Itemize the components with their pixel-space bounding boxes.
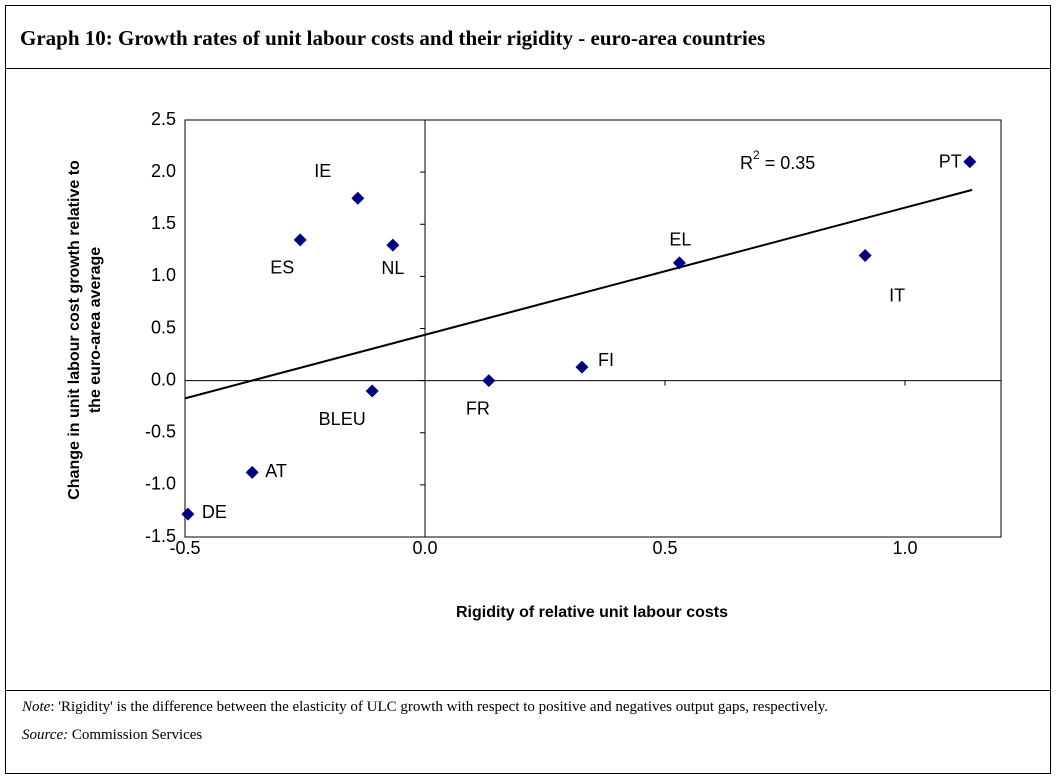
point-label: AT <box>265 461 287 481</box>
point <box>482 374 496 388</box>
point-label: BLEU <box>319 409 366 429</box>
point-label: FI <box>598 350 614 370</box>
point-label: NL <box>381 258 404 278</box>
point <box>963 155 977 169</box>
y-tick-label: 2.0 <box>151 161 176 181</box>
point-label: IT <box>889 285 905 305</box>
y-tick-label: 0.5 <box>151 317 176 337</box>
point <box>365 384 379 398</box>
source: Source: Commission Services <box>22 725 1038 745</box>
y-axis-title: the euro-area average <box>87 247 104 413</box>
source-label: Source: <box>22 727 69 743</box>
point-label: EL <box>669 230 691 250</box>
point <box>386 238 400 252</box>
y-tick-label: -0.5 <box>145 422 176 442</box>
r-squared: R2 = 0.35 <box>740 148 815 173</box>
point <box>293 233 307 247</box>
r-squared-base: R <box>740 153 753 173</box>
y-tick-label: -1.0 <box>145 474 176 494</box>
r-squared-sup: 2 <box>753 148 760 162</box>
source-text: Commission Services <box>68 727 203 743</box>
note-label: Note <box>22 699 51 715</box>
x-tick-label: 0.5 <box>652 538 677 558</box>
x-tick-label: 0.0 <box>412 538 437 558</box>
y-tick-label: -1.5 <box>145 526 176 546</box>
point-label: PT <box>939 151 962 171</box>
x-tick-label: -0.5 <box>169 538 200 558</box>
y-tick-label: 1.5 <box>151 213 176 233</box>
point-label: FR <box>466 398 490 418</box>
frame <box>5 5 1051 774</box>
point <box>181 507 195 521</box>
point <box>858 249 872 263</box>
note-block: Note: 'Rigidity' is the difference betwe… <box>22 697 1038 753</box>
point-label: ES <box>270 258 294 278</box>
point <box>575 360 589 374</box>
point-label: DE <box>202 502 227 522</box>
x-axis-title: Rigidity of relative unit labour costs <box>456 604 728 621</box>
chart-title: Graph 10: Growth rates of unit labour co… <box>20 26 765 50</box>
y-axis-title: Change in unit labour cost growth relati… <box>66 160 83 500</box>
point <box>245 465 259 479</box>
point <box>351 191 365 205</box>
y-tick-label: 1.0 <box>151 265 176 285</box>
note-text: : 'Rigidity' is the difference between t… <box>50 699 829 715</box>
plot-area <box>184 119 1002 538</box>
x-tick-label: 1.0 <box>892 538 917 558</box>
y-tick-label: 2.5 <box>151 109 176 129</box>
y-tick-label: 0.0 <box>151 369 176 389</box>
note: Note: 'Rigidity' is the difference betwe… <box>22 697 1038 717</box>
point-label: IE <box>314 161 331 181</box>
point <box>672 256 686 270</box>
r-squared-rest: = 0.35 <box>760 153 816 173</box>
trendline <box>184 188 973 400</box>
